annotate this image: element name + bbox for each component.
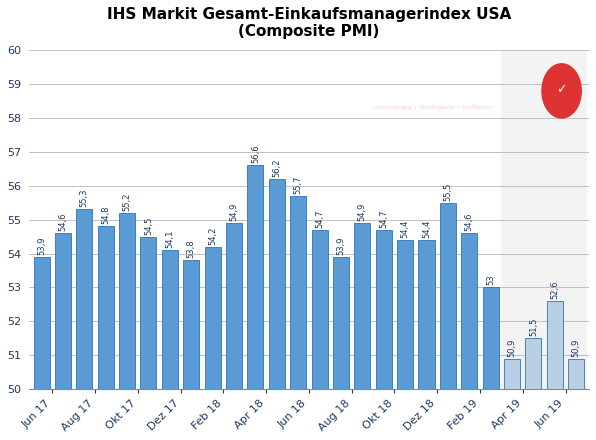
Text: 54,4: 54,4 xyxy=(401,220,409,238)
Text: 51,5: 51,5 xyxy=(529,318,538,336)
Bar xyxy=(269,179,285,389)
Bar xyxy=(141,237,157,389)
Bar xyxy=(440,203,456,389)
Text: 54,6: 54,6 xyxy=(58,213,67,231)
Bar xyxy=(312,230,328,389)
Text: 55,3: 55,3 xyxy=(80,189,89,207)
Text: 56,6: 56,6 xyxy=(251,145,260,163)
Text: 54,7: 54,7 xyxy=(315,209,324,228)
Text: 52,6: 52,6 xyxy=(550,280,559,299)
Text: 55,5: 55,5 xyxy=(443,182,452,201)
Text: 50,9: 50,9 xyxy=(572,338,581,356)
Bar xyxy=(461,233,477,389)
Text: 53: 53 xyxy=(486,275,495,286)
Text: 54,6: 54,6 xyxy=(465,213,474,231)
Text: 55,2: 55,2 xyxy=(123,192,132,211)
Bar xyxy=(119,213,135,389)
Bar xyxy=(375,230,392,389)
Bar xyxy=(290,196,306,389)
Bar xyxy=(526,338,542,389)
Bar xyxy=(483,287,499,389)
Bar xyxy=(504,359,520,389)
Title: IHS Markit Gesamt-Einkaufsmanagerindex USA
(Composite PMI): IHS Markit Gesamt-Einkaufsmanagerindex U… xyxy=(107,7,511,39)
Text: 54,9: 54,9 xyxy=(229,202,238,221)
Text: 56,2: 56,2 xyxy=(272,158,281,177)
Bar xyxy=(33,257,49,389)
Bar xyxy=(501,50,587,389)
Bar xyxy=(98,227,114,389)
Bar xyxy=(55,233,71,389)
Text: 54,7: 54,7 xyxy=(379,209,388,228)
Bar xyxy=(247,165,263,389)
Text: 50,9: 50,9 xyxy=(508,338,517,356)
Bar xyxy=(547,301,563,389)
Bar xyxy=(355,223,370,389)
Bar xyxy=(333,257,349,389)
Text: 54,2: 54,2 xyxy=(208,226,217,245)
Text: 53,9: 53,9 xyxy=(37,236,46,255)
Bar xyxy=(76,209,92,389)
Text: 53,9: 53,9 xyxy=(337,236,346,255)
Bar xyxy=(204,247,221,389)
Bar xyxy=(183,260,199,389)
Text: 53,8: 53,8 xyxy=(187,240,195,258)
Text: 54,9: 54,9 xyxy=(358,202,367,221)
Bar xyxy=(418,240,434,389)
Bar xyxy=(162,250,178,389)
Bar xyxy=(397,240,413,389)
Text: 54,1: 54,1 xyxy=(165,230,175,248)
Text: 55,7: 55,7 xyxy=(294,176,303,194)
Text: 54,4: 54,4 xyxy=(422,220,431,238)
Text: 54,8: 54,8 xyxy=(101,206,110,224)
Bar xyxy=(226,223,242,389)
Bar xyxy=(568,359,584,389)
Text: 54,5: 54,5 xyxy=(144,216,153,235)
